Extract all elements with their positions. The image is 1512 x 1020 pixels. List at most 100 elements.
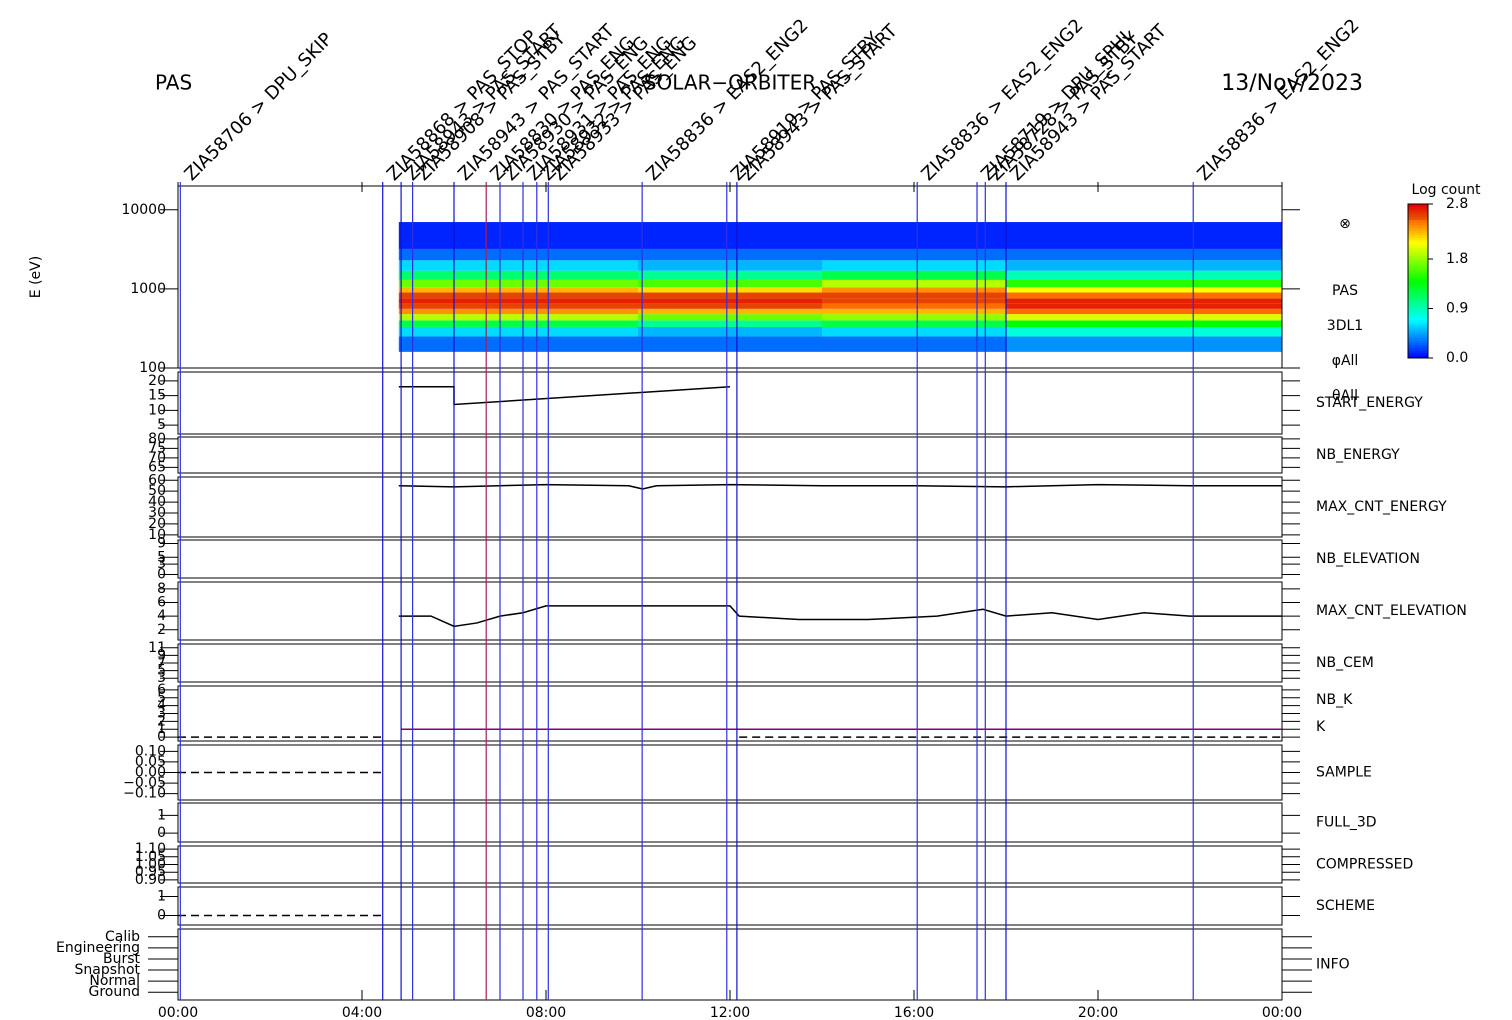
y-tick-label: 15 (148, 388, 166, 404)
colorbar-step (1408, 291, 1428, 295)
spectrogram-cell (638, 222, 822, 249)
colorbar-step (1408, 268, 1428, 272)
spectrogram-cell (822, 326, 1006, 337)
y-category-label: Calib (105, 929, 140, 945)
panel-right-label: φAll (1332, 353, 1359, 369)
y-tick-label: −0.05 (123, 775, 166, 791)
panel-label: NB_K (1316, 692, 1353, 708)
y-tick-label: 0.00 (135, 765, 166, 781)
colorbar-step (1408, 332, 1428, 336)
colorbar-step (1408, 293, 1428, 297)
event-label: ZIA58706 > DPU_SKIP (181, 29, 337, 185)
panel-label: SAMPLE (1316, 765, 1372, 781)
colorbar-step (1408, 286, 1428, 290)
colorbar-step (1408, 245, 1428, 249)
spectrogram-cell (638, 270, 822, 280)
spectrogram-cell (1006, 336, 1282, 352)
y-tick-label: 0.90 (135, 872, 166, 888)
spectrogram-cell (822, 222, 1006, 249)
spectrogram-cell (1006, 320, 1282, 327)
spectrogram-cell (822, 336, 1006, 352)
spectrogram-cell (638, 292, 822, 299)
panel-label: NB_ELEVATION (1316, 551, 1420, 567)
colorbar-step (1408, 337, 1428, 341)
y-tick-label: 80 (148, 431, 166, 447)
x-tick-label: 08:00 (526, 1005, 566, 1020)
colorbar-step (1408, 301, 1428, 305)
spectrogram-cell (1006, 248, 1282, 261)
panel-label: K (1316, 719, 1326, 735)
event-label: ZIA58943 > PAS_START (737, 20, 902, 185)
spectrogram-cell (1006, 279, 1282, 288)
panel-label: START_ENERGY (1316, 395, 1423, 411)
y-tick-label: 20 (148, 373, 166, 389)
panel-frame (177, 845, 1283, 884)
colorbar-step (1408, 216, 1428, 220)
colorbar-step (1408, 298, 1428, 303)
y-tick-label: 11 (148, 640, 166, 656)
y-tick-label: −0.10 (123, 786, 166, 802)
panel-right-label: ⊗ (1339, 216, 1351, 232)
colorbar-step (1408, 239, 1428, 243)
colorbar-tick-label: 1.8 (1446, 251, 1468, 267)
spectrogram-cell (638, 314, 822, 321)
data-line (398, 605, 1282, 628)
colorbar-step (1408, 257, 1428, 261)
colorbar-step (1408, 242, 1428, 246)
y-category-label: Burst (103, 951, 141, 967)
spectrogram-cell (638, 336, 822, 352)
colorbar-step (1408, 278, 1428, 282)
colorbar-step (1408, 265, 1428, 269)
colorbar-step (1408, 314, 1428, 318)
spectrogram-cell (1006, 292, 1282, 299)
colorbar-step (1408, 304, 1428, 308)
colorbar-step (1408, 204, 1428, 208)
colorbar-step (1408, 324, 1428, 328)
spectrogram-cell (638, 320, 822, 327)
y-category-label: Ground (89, 984, 141, 1000)
y-tick-label: 30 (148, 505, 166, 521)
x-tick-label: 00:00 (158, 1005, 198, 1020)
spectrogram-cell (638, 303, 822, 309)
spectrogram-cell (638, 287, 822, 293)
colorbar-step (1408, 352, 1428, 356)
colorbar-step (1408, 270, 1428, 274)
x-tick-label: 12:00 (710, 1005, 750, 1020)
y-tick-label: 75 (148, 440, 166, 456)
spectrogram-cell (398, 287, 638, 293)
colorbar-step (1408, 340, 1428, 344)
colorbar-step (1408, 283, 1428, 287)
colorbar-step (1408, 275, 1428, 279)
panel-frame (177, 436, 1283, 474)
spectrogram-cell (398, 292, 638, 299)
event-label: ZIA58836 > EAS2_ENG2 (1193, 15, 1363, 185)
y-tick-label: 70 (148, 450, 166, 466)
colorbar-step (1408, 232, 1428, 236)
spectrogram-cell (638, 298, 822, 304)
colorbar-tick-label: 2.8 (1446, 196, 1468, 212)
colorbar-step (1408, 250, 1428, 254)
panel-right-label: 3DL1 (1327, 318, 1363, 334)
panel-frame (177, 371, 1283, 435)
colorbar-step (1408, 322, 1428, 326)
spectrogram-cell (1006, 303, 1282, 309)
y-tick-label: 0.05 (135, 754, 166, 770)
spectrogram-cell (822, 287, 1006, 293)
spectrogram-cell (822, 260, 1006, 271)
colorbar-step (1408, 229, 1428, 233)
spectrogram-cell (398, 260, 638, 271)
panel-frame (177, 744, 1283, 801)
colorbar-step (1408, 263, 1428, 267)
y-category-label: Engineering (56, 940, 140, 956)
colorbar-step (1408, 309, 1428, 313)
colorbar-step (1408, 211, 1428, 215)
spectrogram-cell (398, 326, 638, 337)
colorbar-step (1408, 247, 1428, 251)
colorbar-tick-label: 0.0 (1446, 350, 1468, 366)
title-right: 13/Nov/2023 (1221, 71, 1363, 96)
spectrogram-cell (822, 292, 1006, 299)
spectrogram-cell (638, 248, 822, 261)
spectrogram-cell (398, 320, 638, 327)
panel-label: SCHEME (1316, 898, 1375, 914)
spectrogram-cell (638, 308, 822, 315)
